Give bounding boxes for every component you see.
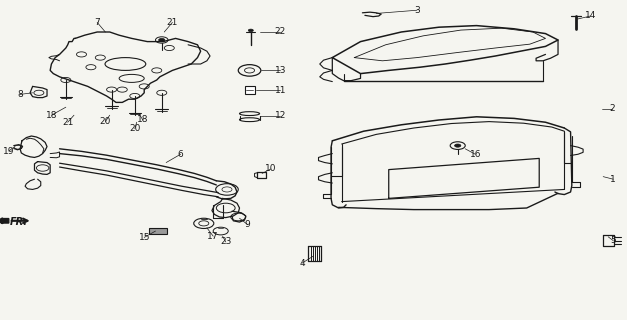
Text: 13: 13	[275, 66, 286, 75]
Text: 11: 11	[275, 86, 286, 95]
Circle shape	[159, 38, 165, 42]
Text: 21: 21	[62, 118, 73, 127]
Bar	[149, 228, 167, 234]
Text: 8: 8	[17, 90, 23, 99]
Text: 10: 10	[265, 164, 277, 173]
Text: 19: 19	[3, 147, 14, 156]
Text: 15: 15	[139, 233, 150, 242]
Text: 22: 22	[275, 28, 286, 36]
Text: 2: 2	[609, 104, 614, 113]
Text: 9: 9	[245, 220, 251, 229]
Bar	[245, 86, 255, 94]
Text: 6: 6	[177, 150, 184, 159]
Text: 16: 16	[470, 150, 481, 159]
Text: 5: 5	[610, 236, 616, 245]
Text: 23: 23	[220, 237, 231, 246]
Text: 21: 21	[167, 18, 178, 27]
Text: 7: 7	[94, 18, 100, 27]
Text: 20: 20	[100, 117, 111, 126]
Text: 20: 20	[129, 124, 140, 133]
FancyArrow shape	[0, 218, 9, 224]
Text: 17: 17	[208, 232, 219, 241]
Text: 14: 14	[585, 12, 596, 20]
Circle shape	[248, 29, 253, 32]
Text: 3: 3	[414, 6, 420, 15]
Text: 4: 4	[300, 259, 305, 268]
Text: 1: 1	[610, 175, 616, 184]
Text: 18: 18	[46, 111, 57, 120]
Text: FR.: FR.	[10, 217, 28, 227]
Text: 18: 18	[137, 116, 149, 124]
Text: 12: 12	[275, 111, 286, 120]
Circle shape	[455, 144, 461, 147]
